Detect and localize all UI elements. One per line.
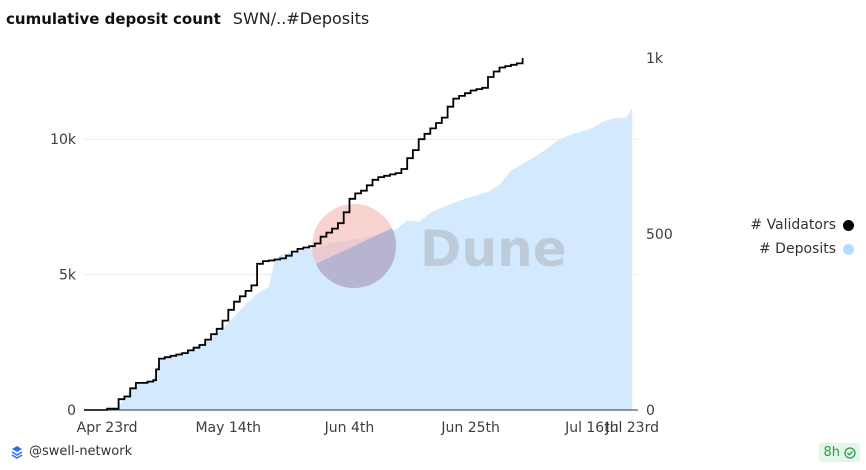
chart-header: cumulative deposit count SWN/..#Deposits	[6, 9, 369, 33]
validators-line	[84, 58, 524, 411]
left-tick-label: 10k	[50, 132, 77, 148]
legend-dot-icon	[843, 243, 854, 255]
right-tick-label: 0	[646, 403, 655, 419]
dune-watermark: Dune	[312, 204, 567, 289]
legend-item-deposits[interactable]: # Deposits	[750, 237, 854, 261]
chart-title: cumulative deposit count	[6, 10, 221, 28]
x-tick-label: May 14th	[195, 420, 261, 436]
x-axis-ticks: Apr 23rd May 14th Jun 4th Jun 25th Jul 16thJ…	[77, 420, 659, 436]
check-circle-icon	[844, 446, 856, 459]
x-tick-label: Jul 16th	[564, 420, 619, 436]
freshness-text: 8h	[823, 445, 840, 460]
right-axis-ticks: 0 500 1k	[646, 51, 673, 419]
right-tick-label: 1k	[646, 51, 664, 67]
left-tick-label: 5k	[59, 268, 77, 284]
x-tick-label: Apr 23rd	[77, 420, 138, 436]
legend-item-validators[interactable]: # Validators	[750, 213, 854, 237]
chart-subtitle: SWN/..#Deposits	[232, 9, 370, 28]
legend-dot-icon	[843, 219, 854, 231]
freshness-badge[interactable]: 8h	[819, 443, 860, 462]
account-handle: @swell-network	[29, 444, 133, 459]
legend-label: # Deposits	[759, 241, 836, 257]
legend-label: # Validators	[750, 217, 836, 233]
x-tick-label: Jun 25th	[440, 420, 500, 436]
left-axis-ticks: 0 5k 10k	[50, 132, 77, 419]
chart-legend: # Validators # Deposits	[750, 213, 854, 261]
left-tick-label: 0	[67, 403, 76, 419]
x-tick-label: Jul 23rd	[604, 420, 659, 436]
x-tick-label: Jun 4th	[324, 420, 375, 436]
watermark-circle-bottom	[316, 228, 397, 289]
right-tick-label: 500	[646, 227, 673, 243]
watermark-text: Dune	[420, 220, 567, 278]
footer-account[interactable]: @swell-network	[10, 444, 132, 459]
swell-logo-icon	[11, 445, 23, 459]
